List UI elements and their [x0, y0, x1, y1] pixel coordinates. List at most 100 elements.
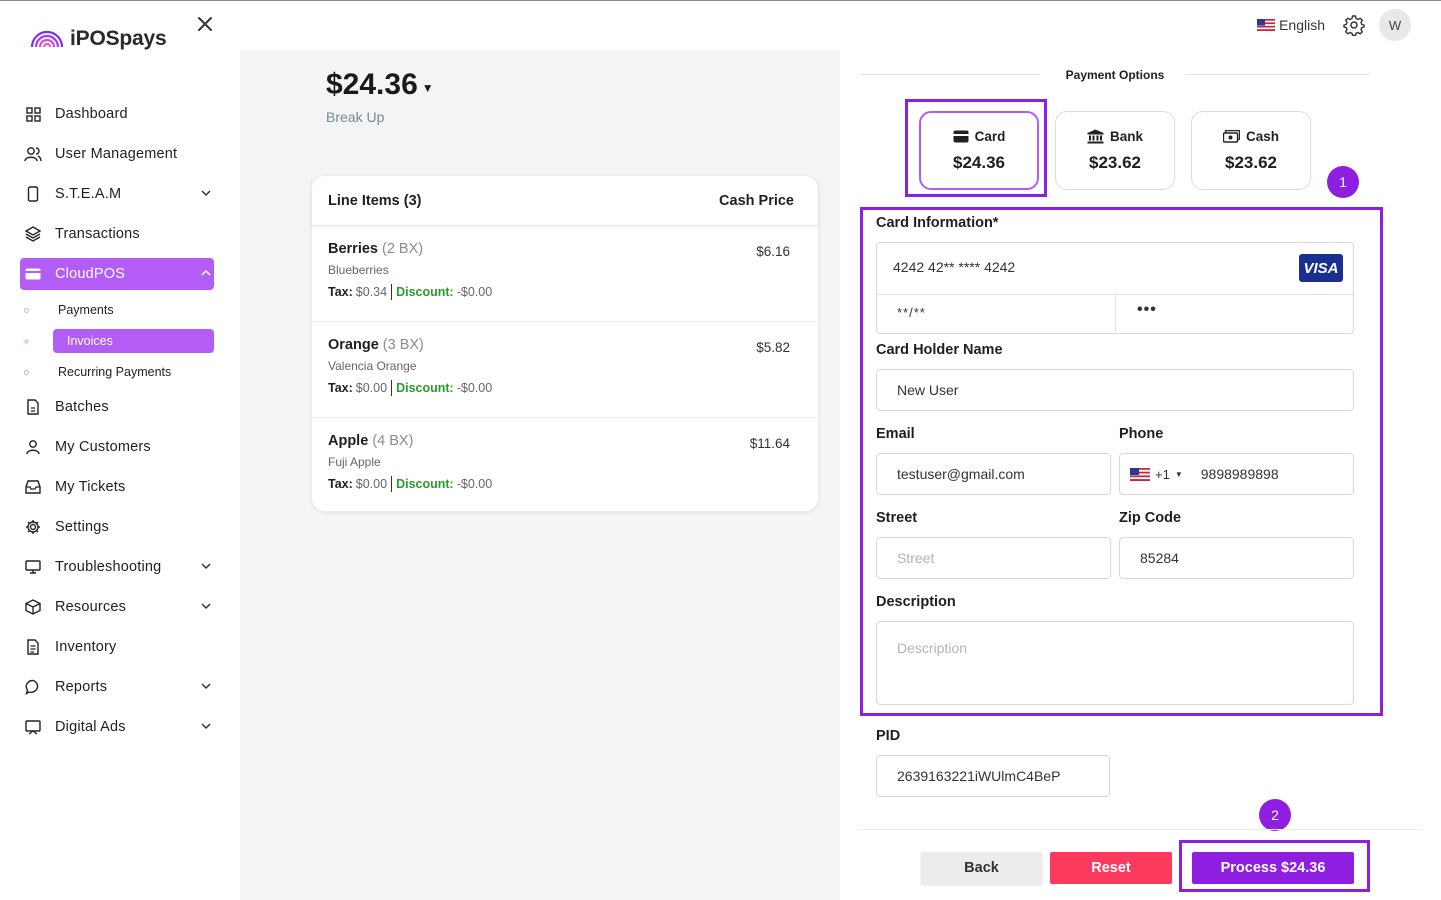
- grid-icon: [24, 105, 42, 123]
- sidebar-item-digital-ads[interactable]: Digital Ads: [20, 711, 214, 743]
- zip-input[interactable]: 85284: [1119, 537, 1354, 579]
- divider: [391, 284, 393, 300]
- settings-gear-icon[interactable]: [1343, 14, 1365, 36]
- phone-input[interactable]: 9898989898: [1200, 466, 1279, 482]
- sidebar-subitem-payments[interactable]: Payments: [20, 298, 214, 322]
- bullet-icon: [24, 369, 29, 375]
- sidebar-item-label: CloudPOS: [55, 266, 126, 282]
- line-item: Berries (2 BX) $6.16 Blueberries Tax: $0…: [312, 226, 818, 322]
- email-input[interactable]: testuser@gmail.com: [876, 453, 1111, 495]
- rainbow-logo-icon: [30, 30, 64, 48]
- description-label: Description: [876, 594, 956, 610]
- language-selector[interactable]: English: [1257, 17, 1325, 33]
- step-badge-2: 2: [1259, 799, 1291, 831]
- sidebar-subitem-label: Invoices: [67, 334, 113, 348]
- sidebar-item-batches[interactable]: Batches: [20, 391, 214, 423]
- item-qty: (4 BX): [372, 433, 414, 449]
- payment-options-header: Payment Options: [860, 68, 1370, 84]
- sidebar-item-resources[interactable]: Resources: [20, 591, 214, 623]
- avatar[interactable]: W: [1379, 9, 1411, 41]
- box-icon: [24, 598, 42, 616]
- sidebar-item-cloudpos[interactable]: CloudPOS: [20, 258, 214, 290]
- bullet-icon: [24, 338, 29, 344]
- payment-options-title: Payment Options: [1065, 68, 1165, 82]
- sidebar-item-steam[interactable]: S.T.E.A.M: [20, 178, 214, 210]
- divider: [860, 74, 1040, 75]
- brand-name: iPOSpays: [70, 27, 167, 50]
- sidebar-item-label: Reports: [55, 679, 108, 695]
- pid-input[interactable]: 2639163221iWUlmC4BeP: [876, 755, 1110, 797]
- active-highlight: [53, 329, 214, 353]
- card-icon: [24, 265, 42, 283]
- payment-option-bank[interactable]: Bank $23.62: [1055, 111, 1175, 190]
- us-flag-icon: [1130, 467, 1150, 481]
- discount-label: Discount:: [396, 285, 454, 299]
- description-textarea[interactable]: Description: [876, 621, 1354, 705]
- chevron-down-icon: [201, 603, 211, 610]
- line-item: Orange (3 BX) $5.82 Valencia Orange Tax:…: [312, 322, 818, 418]
- discount-value: -$0.00: [456, 285, 493, 299]
- zip-label: Zip Code: [1119, 510, 1182, 526]
- caret-down-icon: ▼: [421, 81, 434, 95]
- line-items-header: Line Items (3) Cash Price: [312, 176, 818, 226]
- reset-button[interactable]: Reset: [1050, 852, 1172, 884]
- card-number-field[interactable]: 4242 42** **** 4242: [893, 259, 1016, 275]
- sidebar-item-troubleshooting[interactable]: Troubleshooting: [20, 551, 214, 583]
- caret-down-icon: ▼: [1174, 469, 1183, 479]
- email-label: Email: [876, 426, 915, 442]
- us-flag-icon: [1257, 19, 1276, 31]
- sidebar-item-inventory[interactable]: Inventory: [20, 631, 214, 663]
- sidebar-subitem-label: Recurring Payments: [58, 365, 172, 379]
- cvc-field[interactable]: •••: [1137, 301, 1157, 318]
- tax-value: $0.00: [355, 477, 388, 491]
- sidebar-item-label: My Tickets: [55, 479, 126, 495]
- street-input[interactable]: Street: [876, 537, 1111, 579]
- bank-icon: [1087, 129, 1104, 143]
- sidebar-item-dashboard[interactable]: Dashboard: [20, 98, 214, 130]
- invoice-summary-panel: $24.36 ▼ Break Up Line Items (3) Cash Pr…: [240, 50, 840, 900]
- sidebar-subitem-recurring-payments[interactable]: Recurring Payments: [20, 360, 214, 384]
- total-amount-value: $24.36: [326, 68, 418, 101]
- process-button[interactable]: Process $24.36: [1192, 852, 1354, 884]
- user-icon: [24, 438, 42, 456]
- sidebar-item-my-tickets[interactable]: My Tickets: [20, 471, 214, 503]
- line-items-card: Line Items (3) Cash Price Berries (2 BX)…: [311, 175, 819, 512]
- close-icon[interactable]: [194, 13, 216, 35]
- phone-label: Phone: [1119, 426, 1164, 442]
- screen-icon: [24, 718, 42, 736]
- back-button[interactable]: Back: [921, 852, 1042, 884]
- sidebar-subitem-label: Payments: [58, 303, 114, 317]
- option-label: Card: [974, 128, 1006, 144]
- sidebar-item-reports[interactable]: Reports: [20, 671, 214, 703]
- sidebar-item-my-customers[interactable]: My Customers: [20, 431, 214, 463]
- break-up-link[interactable]: Break Up: [326, 109, 385, 125]
- gear-icon: [24, 518, 42, 536]
- total-amount[interactable]: $24.36 ▼: [326, 68, 434, 102]
- doc-icon: [24, 638, 42, 656]
- item-name: Apple: [328, 433, 369, 449]
- tax-label: Tax:: [328, 477, 353, 491]
- card-holder-input[interactable]: New User: [876, 369, 1354, 411]
- card-holder-label: Card Holder Name: [876, 342, 1003, 358]
- discount-value: -$0.00: [456, 381, 493, 395]
- sidebar-subitem-invoices[interactable]: Invoices: [20, 329, 214, 353]
- sidebar-item-label: Transactions: [55, 226, 140, 242]
- line-item: Apple (4 BX) $11.64 Fuji Apple Tax: $0.0…: [312, 418, 818, 514]
- sidebar-item-user-management[interactable]: User Management: [20, 138, 214, 170]
- logo: iPOSpays: [30, 27, 167, 51]
- street-label: Street: [876, 510, 918, 526]
- expiry-field[interactable]: **/**: [897, 305, 926, 320]
- discount-value: -$0.00: [456, 477, 493, 491]
- item-desc: Valencia Orange: [328, 359, 417, 373]
- tax-label: Tax:: [328, 381, 353, 395]
- option-amount: $24.36: [953, 152, 1005, 172]
- sidebar-item-settings[interactable]: Settings: [20, 511, 214, 543]
- payment-option-cash[interactable]: Cash $23.62: [1191, 111, 1311, 190]
- item-price: $6.16: [756, 244, 790, 259]
- sidebar-item-transactions[interactable]: Transactions: [20, 218, 214, 250]
- chevron-down-icon: [201, 723, 211, 730]
- discount-label: Discount:: [396, 477, 454, 491]
- payment-option-card[interactable]: Card $24.36: [919, 111, 1039, 190]
- sidebar: iPOSpays Dashboard User Management S.T.E…: [0, 1, 240, 900]
- country-code-selector[interactable]: +1 ▼: [1130, 467, 1183, 482]
